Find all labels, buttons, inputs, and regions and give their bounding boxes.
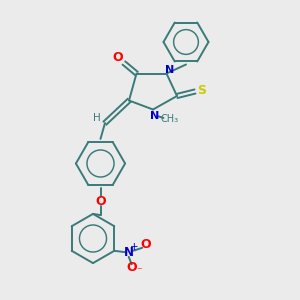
- Text: CH₃: CH₃: [160, 113, 178, 124]
- Text: N: N: [150, 111, 159, 121]
- Text: O: O: [140, 238, 151, 251]
- Text: N: N: [124, 246, 134, 259]
- Text: N: N: [166, 65, 175, 75]
- Text: +: +: [130, 242, 139, 252]
- Text: H: H: [93, 113, 101, 124]
- Text: O: O: [95, 195, 106, 208]
- Text: O: O: [112, 51, 123, 64]
- Text: ⁻: ⁻: [136, 266, 142, 276]
- Text: O: O: [126, 261, 137, 274]
- Text: S: S: [197, 83, 206, 97]
